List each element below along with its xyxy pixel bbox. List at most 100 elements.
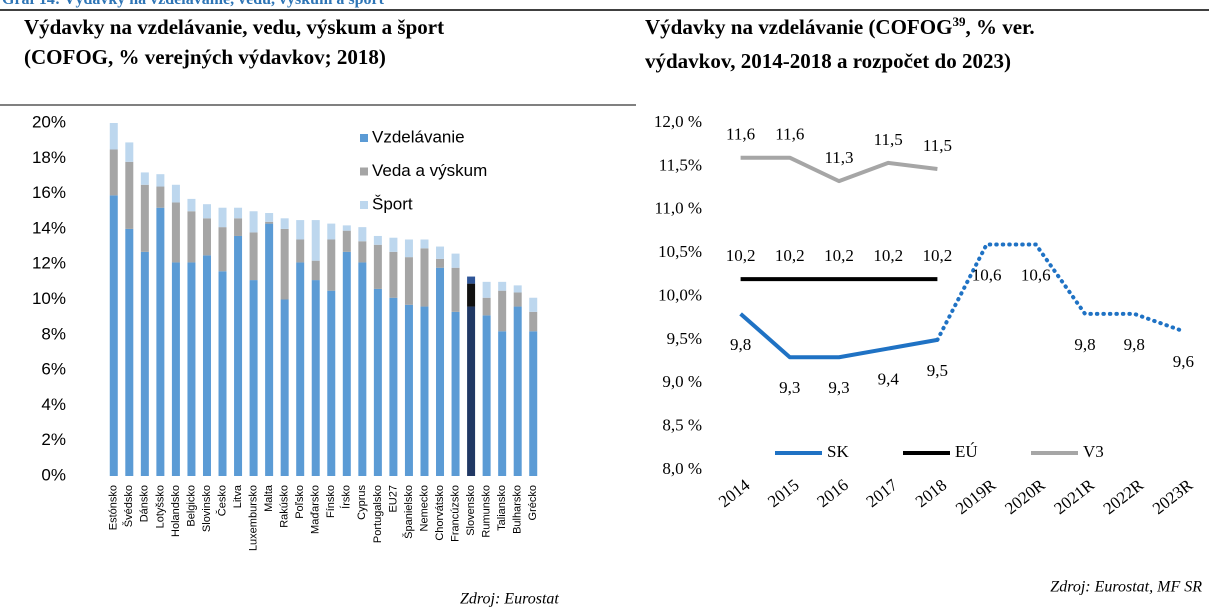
x-tick-label: Estónsko xyxy=(108,485,120,530)
data-label: 11,5 xyxy=(923,136,952,155)
bar-segment xyxy=(327,239,336,291)
y-tick-label: 8,0 % xyxy=(662,459,702,478)
bar-segment xyxy=(342,225,351,231)
x-tick-label: Holandsko xyxy=(170,485,182,537)
bar-segment xyxy=(187,262,196,476)
legend-swatch xyxy=(360,134,368,142)
figure-title: Graf 14: Výdavky na vzdelávanie, vedu, v… xyxy=(2,0,385,8)
data-label: 9,4 xyxy=(878,369,900,388)
chart-title: Výdavky na vzdelávanie, vedu, výskum a š… xyxy=(24,15,444,39)
y-tick-label: 8,5 % xyxy=(662,416,702,435)
x-tick-label: 2018 xyxy=(912,475,950,511)
bar-segment xyxy=(327,223,336,240)
bar-segment xyxy=(498,290,507,332)
data-label: 9,8 xyxy=(1074,335,1095,354)
bar-segment xyxy=(529,311,538,332)
bar-segment xyxy=(482,281,491,298)
bar-segment xyxy=(467,306,476,476)
legend-label: Vzdelávanie xyxy=(372,127,465,146)
x-tick-label: Nemecko xyxy=(418,485,430,531)
bar-segment xyxy=(249,211,258,233)
bar-segment xyxy=(358,262,367,476)
line-series xyxy=(739,312,938,360)
x-tick-label: Taliansko xyxy=(496,485,508,531)
bar-segment xyxy=(296,262,305,476)
bar-segment xyxy=(513,285,522,293)
x-tick-label: Česko xyxy=(215,485,228,516)
title-part: , % ver. xyxy=(965,15,1034,39)
bar-segment xyxy=(218,227,227,272)
x-tick-label: 2019R xyxy=(952,475,1000,518)
data-label: 10,2 xyxy=(824,246,854,265)
y-tick-label: 14% xyxy=(32,218,66,237)
x-tick-label: 2020R xyxy=(1001,475,1049,518)
title-part: Výdavky na vzdelávanie (COFOG xyxy=(645,15,952,39)
legend-label: EÚ xyxy=(955,442,978,461)
bar-segment xyxy=(109,123,118,150)
x-tick-label: Litva xyxy=(232,484,244,508)
bar-segment xyxy=(311,280,320,476)
y-tick-label: 8% xyxy=(41,324,66,343)
data-label: 9,8 xyxy=(1124,335,1145,354)
bar-segment xyxy=(358,227,367,242)
legend-swatch xyxy=(360,167,368,176)
x-tick-label: 2021R xyxy=(1050,475,1098,518)
data-label: 9,8 xyxy=(730,335,751,354)
source: Zdroj: Eurostat, MF SR xyxy=(1050,579,1202,596)
x-tick-label: Španielsko xyxy=(402,485,415,539)
y-tick-label: 11,0 % xyxy=(654,199,702,218)
bar-segment xyxy=(389,251,398,298)
bar-segment xyxy=(296,220,305,240)
x-tick-label: Rakúsko xyxy=(279,485,291,528)
y-tick-label: 10% xyxy=(32,289,66,308)
x-tick-label: 2017 xyxy=(863,475,902,511)
bar-segment xyxy=(404,239,413,258)
chart-title: výdavkov, 2014-2018 a rozpočet do 2023) xyxy=(645,49,1011,73)
bar-segment xyxy=(342,251,351,476)
x-tick-label: Poľsko xyxy=(294,485,306,519)
y-tick-label: 10,5% xyxy=(658,242,702,261)
x-tick-label: Bulharsko xyxy=(512,485,524,534)
bar-segment xyxy=(451,311,460,476)
bar-segment xyxy=(234,207,243,219)
x-tick-label: Chorvátsko xyxy=(434,485,446,541)
bar-segment xyxy=(234,235,243,476)
bar-segment xyxy=(420,306,429,476)
y-tick-label: 12% xyxy=(32,254,66,273)
x-tick-label: Slovensko xyxy=(465,485,477,536)
bar-segment xyxy=(140,251,149,476)
data-label: 10,2 xyxy=(726,246,756,265)
legend-label: V3 xyxy=(1083,442,1104,461)
x-tick-label: Švédsko xyxy=(122,485,135,527)
legend-label: Šport xyxy=(372,194,413,213)
bar-segment xyxy=(451,253,460,268)
bar-segment xyxy=(156,186,165,208)
bar-segment xyxy=(404,304,413,476)
bar-segment xyxy=(140,172,149,185)
legend-label: SK xyxy=(827,442,849,461)
bar-segment xyxy=(156,174,165,187)
bar-segment xyxy=(467,276,476,284)
bar-segment xyxy=(125,161,134,229)
bar-segment xyxy=(265,221,274,224)
data-label: 9,5 xyxy=(927,361,948,380)
x-tick-label: 2014 xyxy=(715,475,754,511)
bar-segment xyxy=(171,184,180,203)
bar-segment xyxy=(467,283,476,307)
data-label: 11,3 xyxy=(824,148,853,167)
data-label: 10,2 xyxy=(775,246,805,265)
x-tick-label: Grécko xyxy=(527,485,539,520)
line-series xyxy=(740,155,938,184)
legend-label: Veda a výskum xyxy=(372,161,487,180)
bar-segment xyxy=(482,315,491,476)
bar-segment xyxy=(342,230,351,252)
data-label: 9,3 xyxy=(779,378,800,397)
bar-segment xyxy=(420,248,429,307)
bar-segment xyxy=(373,288,382,476)
bar-segment xyxy=(451,267,460,312)
bar-segment xyxy=(140,184,149,252)
line-series xyxy=(935,242,1186,342)
bar-segment xyxy=(280,299,289,476)
y-tick-label: 6% xyxy=(41,360,66,379)
